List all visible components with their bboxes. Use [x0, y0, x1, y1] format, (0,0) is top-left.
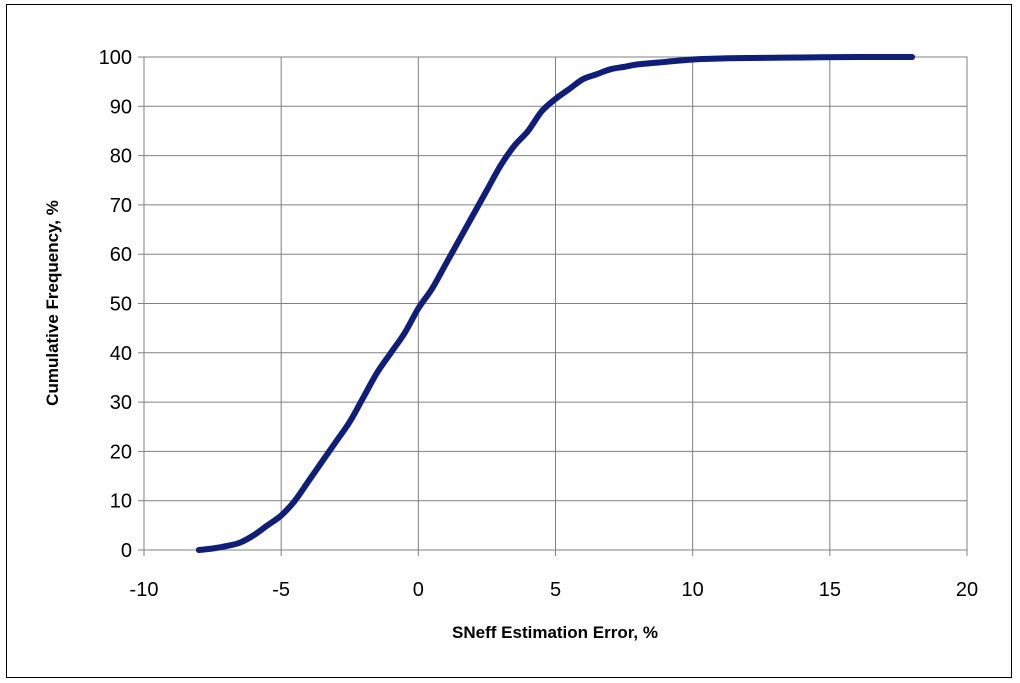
y-tick-label: 10 [110, 491, 132, 513]
x-tick-label: 5 [550, 579, 561, 601]
y-tick-label: 60 [110, 244, 132, 266]
y-tick-label: 30 [110, 392, 132, 414]
y-tick-label: 80 [110, 146, 132, 168]
y-axis-title: Cumulative Frequency, % [43, 200, 62, 406]
x-tick-label: 0 [413, 579, 424, 601]
x-tick-label: -10 [130, 579, 159, 601]
x-tick-label: 10 [682, 579, 704, 601]
x-axis-tick-labels: -10 -5 0 5 10 15 20 [130, 579, 979, 601]
y-tick-label: 70 [110, 195, 132, 217]
y-tick-label: 20 [110, 441, 132, 463]
y-tick-label: 50 [110, 294, 132, 316]
series-layer [195, 53, 916, 553]
y-axis-tick-labels: 0 10 20 30 40 50 60 70 80 90 100 [99, 47, 132, 562]
series-line-0 [195, 53, 916, 553]
y-tick-label: 90 [110, 96, 132, 118]
x-tick-label: -5 [272, 579, 290, 601]
x-axis-title: SNeff Estimation Error, % [452, 623, 658, 642]
y-tick-label: 100 [99, 47, 132, 69]
gridlines [138, 56, 968, 556]
x-tick-label: 15 [819, 579, 841, 601]
y-tick-label: 0 [121, 540, 132, 562]
y-tick-label: 40 [110, 343, 132, 365]
x-tick-label: 20 [956, 579, 978, 601]
